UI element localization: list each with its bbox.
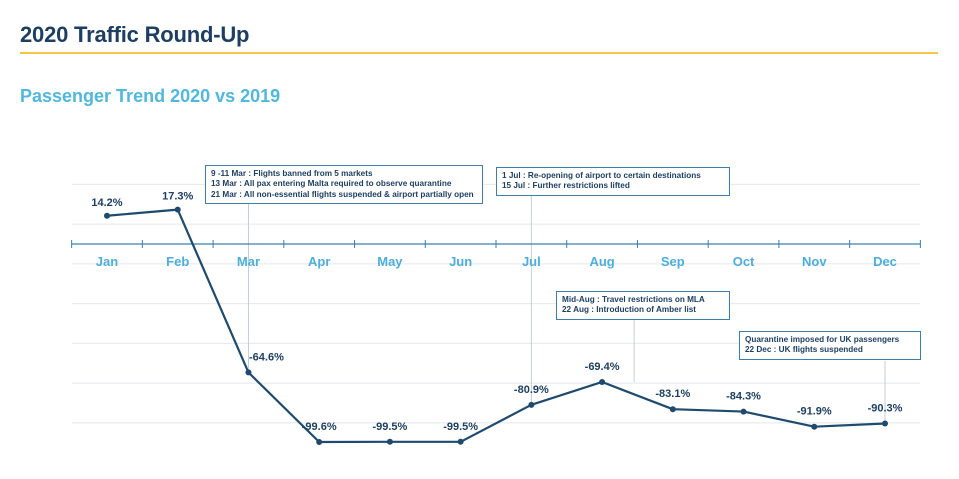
annotation-aug-line-2: 22 Aug : Introduction of Amber list	[562, 305, 697, 315]
annotation-dec-line-2: 22 Dec : UK flights suspended	[745, 345, 863, 355]
chart-title: Passenger Trend 2020 vs 2019	[20, 86, 281, 106]
annotation-mar-line-1: 9 -11 Mar : Flights banned from 5 market…	[211, 169, 373, 178]
value-label-sep: -83.1%	[655, 388, 690, 400]
data-point-mar	[245, 369, 252, 376]
annotation-aug: Mid-Aug : Travel restrictions on MLA 22 …	[556, 291, 730, 320]
value-label-jan: 14.2%	[91, 197, 122, 209]
value-label-aug: -69.4%	[585, 361, 620, 373]
month-label-apr: Apr	[308, 254, 330, 269]
annotation-mar-line-2: 13 Mar : All pax entering Malta required…	[211, 179, 452, 189]
month-label-feb: Feb	[166, 254, 189, 269]
annotation-mar-line-3: 21 Mar : All non-essential flights suspe…	[211, 189, 474, 199]
value-label-dec: -90.3%	[868, 403, 903, 415]
data-point-sep	[669, 406, 676, 413]
value-label-apr: -99.6%	[302, 421, 337, 433]
annotation-jul-line-1: 1 Jul : Re-opening of airport to certain…	[502, 171, 701, 180]
annotation-jul-line-2: 15 Jul : Further restrictions lifted	[502, 181, 630, 191]
value-label-feb: 17.3%	[162, 191, 193, 203]
month-label-jul: Jul	[522, 254, 541, 269]
month-label-dec: Dec	[873, 254, 897, 269]
month-label-jan: Jan	[96, 254, 118, 269]
data-point-may	[386, 438, 393, 445]
annotation-dec: Quarantine imposed for UK passengers 22 …	[739, 331, 921, 360]
value-label-mar: -64.6%	[249, 351, 284, 363]
month-label-aug: Aug	[589, 254, 614, 269]
month-label-may: May	[377, 254, 403, 269]
value-label-jul: -80.9%	[514, 384, 549, 396]
data-point-feb	[174, 206, 181, 213]
month-label-mar: Mar	[237, 254, 260, 269]
month-label-sep: Sep	[661, 254, 685, 269]
month-label-nov: Nov	[802, 254, 827, 269]
annotation-aug-line-1: Mid-Aug : Travel restrictions on MLA	[562, 295, 705, 304]
data-point-jun	[457, 438, 464, 445]
data-point-apr	[316, 439, 323, 445]
data-point-oct	[740, 408, 747, 415]
data-point-aug	[599, 378, 606, 385]
data-point-jan	[104, 212, 110, 219]
page-title: 2020 Traffic Round-Up	[20, 22, 250, 47]
data-point-nov	[811, 423, 818, 430]
month-label-oct: Oct	[733, 254, 755, 269]
value-label-may: -99.5%	[372, 421, 407, 433]
value-label-nov: -91.9%	[797, 406, 832, 418]
annotation-jul: 1 Jul : Re-opening of airport to certain…	[496, 167, 730, 196]
value-label-oct: -84.3%	[726, 391, 761, 403]
data-point-dec	[882, 420, 888, 427]
title-divider	[20, 52, 938, 54]
series-line	[106, 208, 886, 444]
annotation-dec-line-1: Quarantine imposed for UK passengers	[745, 335, 900, 344]
data-point-jul	[528, 401, 535, 408]
annotation-mar: 9 -11 Mar : Flights banned from 5 market…	[205, 165, 483, 204]
month-label-jun: Jun	[449, 254, 472, 269]
value-label-jun: -99.5%	[443, 421, 478, 433]
